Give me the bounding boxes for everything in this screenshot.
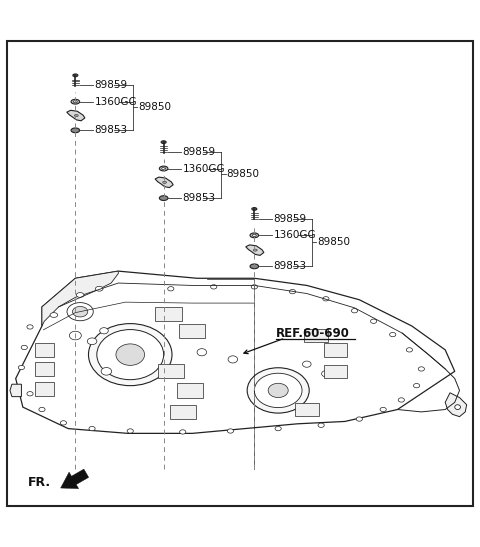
Ellipse shape bbox=[21, 345, 27, 350]
Ellipse shape bbox=[127, 429, 133, 433]
Ellipse shape bbox=[351, 309, 358, 313]
Ellipse shape bbox=[253, 249, 257, 251]
Ellipse shape bbox=[406, 348, 412, 352]
Ellipse shape bbox=[161, 141, 166, 143]
Ellipse shape bbox=[60, 421, 67, 425]
Ellipse shape bbox=[18, 365, 24, 370]
Bar bbox=[35, 382, 54, 395]
Ellipse shape bbox=[168, 287, 174, 291]
Text: 89850: 89850 bbox=[317, 237, 350, 247]
Polygon shape bbox=[67, 110, 85, 121]
Ellipse shape bbox=[302, 361, 311, 367]
Polygon shape bbox=[155, 177, 173, 188]
Ellipse shape bbox=[67, 302, 93, 321]
Ellipse shape bbox=[380, 408, 386, 412]
Ellipse shape bbox=[289, 289, 296, 294]
Ellipse shape bbox=[88, 324, 172, 386]
Bar bbox=[177, 383, 203, 398]
Ellipse shape bbox=[27, 392, 33, 396]
Ellipse shape bbox=[73, 74, 78, 77]
Ellipse shape bbox=[275, 427, 281, 430]
Bar bbox=[169, 405, 196, 419]
Ellipse shape bbox=[76, 293, 84, 298]
Ellipse shape bbox=[228, 429, 234, 433]
Ellipse shape bbox=[371, 319, 377, 323]
Ellipse shape bbox=[87, 338, 97, 345]
Ellipse shape bbox=[413, 383, 420, 388]
Text: 1360GG: 1360GG bbox=[183, 164, 225, 173]
Polygon shape bbox=[10, 384, 22, 397]
Text: FR.: FR. bbox=[28, 476, 51, 489]
Ellipse shape bbox=[159, 196, 168, 201]
Ellipse shape bbox=[73, 101, 77, 103]
Polygon shape bbox=[16, 271, 455, 433]
Ellipse shape bbox=[251, 285, 257, 289]
Ellipse shape bbox=[162, 167, 166, 170]
Ellipse shape bbox=[247, 368, 309, 413]
Ellipse shape bbox=[39, 408, 45, 412]
Bar bbox=[295, 403, 319, 416]
Text: 89859: 89859 bbox=[95, 80, 128, 90]
Ellipse shape bbox=[70, 331, 81, 340]
Ellipse shape bbox=[254, 373, 302, 408]
Ellipse shape bbox=[72, 306, 88, 317]
Ellipse shape bbox=[398, 398, 405, 402]
Text: 89859: 89859 bbox=[274, 214, 307, 224]
Text: REF.60-690: REF.60-690 bbox=[276, 327, 349, 340]
Text: 89850: 89850 bbox=[138, 102, 171, 113]
Ellipse shape bbox=[97, 330, 164, 380]
Ellipse shape bbox=[197, 348, 206, 356]
Ellipse shape bbox=[323, 296, 329, 301]
Ellipse shape bbox=[211, 285, 217, 289]
Text: 89853: 89853 bbox=[274, 261, 307, 271]
Ellipse shape bbox=[252, 208, 256, 210]
Ellipse shape bbox=[116, 344, 144, 365]
Ellipse shape bbox=[268, 383, 288, 398]
Ellipse shape bbox=[250, 264, 259, 269]
Ellipse shape bbox=[455, 405, 460, 410]
Ellipse shape bbox=[162, 141, 165, 143]
Ellipse shape bbox=[322, 371, 330, 377]
Ellipse shape bbox=[89, 427, 95, 430]
Ellipse shape bbox=[50, 313, 58, 317]
Ellipse shape bbox=[100, 328, 108, 334]
Ellipse shape bbox=[356, 417, 362, 421]
Bar bbox=[156, 307, 181, 321]
Ellipse shape bbox=[96, 287, 103, 291]
Text: 1360GG: 1360GG bbox=[95, 97, 137, 107]
Ellipse shape bbox=[71, 100, 80, 104]
Ellipse shape bbox=[71, 128, 80, 133]
Ellipse shape bbox=[159, 166, 168, 171]
Ellipse shape bbox=[27, 325, 33, 329]
Polygon shape bbox=[445, 393, 467, 417]
Ellipse shape bbox=[74, 74, 77, 76]
Bar bbox=[35, 362, 54, 376]
Polygon shape bbox=[246, 245, 264, 255]
Ellipse shape bbox=[74, 114, 78, 117]
Bar bbox=[304, 329, 328, 342]
Ellipse shape bbox=[180, 430, 186, 434]
Bar bbox=[157, 364, 184, 379]
Text: 1360GG: 1360GG bbox=[274, 230, 316, 240]
Polygon shape bbox=[42, 271, 118, 326]
Ellipse shape bbox=[163, 181, 167, 183]
Bar bbox=[35, 343, 54, 357]
Text: 89850: 89850 bbox=[227, 169, 260, 179]
Ellipse shape bbox=[318, 423, 324, 427]
Ellipse shape bbox=[418, 367, 424, 371]
Ellipse shape bbox=[252, 208, 257, 210]
Bar bbox=[179, 324, 205, 338]
Ellipse shape bbox=[252, 234, 256, 236]
Bar bbox=[324, 343, 348, 357]
Polygon shape bbox=[60, 469, 89, 488]
Text: 89853: 89853 bbox=[183, 193, 216, 203]
Text: 89853: 89853 bbox=[95, 125, 128, 135]
Bar bbox=[324, 365, 348, 378]
Ellipse shape bbox=[390, 333, 396, 337]
Ellipse shape bbox=[250, 233, 259, 238]
Text: 89859: 89859 bbox=[183, 147, 216, 157]
Ellipse shape bbox=[228, 356, 238, 363]
Ellipse shape bbox=[101, 368, 112, 375]
